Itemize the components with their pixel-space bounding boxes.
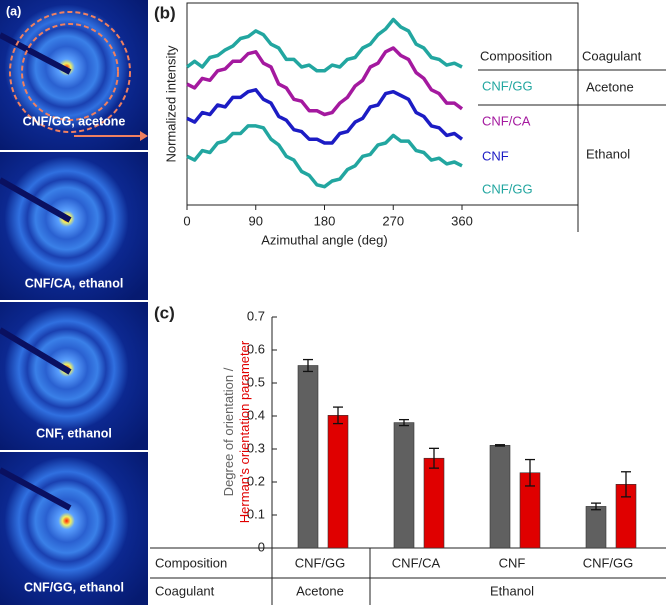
- x-tick-label: CNF: [499, 555, 526, 570]
- beam-stop: [0, 177, 72, 223]
- data-line: [186, 46, 464, 117]
- ring-marker: [9, 11, 131, 133]
- frame: [186, 2, 579, 206]
- y-tick-label: 0.5: [247, 374, 265, 389]
- x-tick-label: 90: [249, 213, 263, 228]
- y-tick-label: 0.3: [247, 440, 265, 455]
- table-row-label: Composition: [155, 555, 227, 570]
- image-panel: (a) CNF/GG, acetone CNF/CA, ethanol CNF,…: [0, 0, 148, 605]
- image-caption: CNF/GG, acetone: [23, 114, 126, 128]
- y-axis-label: Degree of orientation /Herman's orientat…: [221, 340, 252, 523]
- table-row-label: Coagulant: [155, 583, 215, 598]
- beam-stop: [0, 32, 72, 75]
- ring-marker: [21, 23, 119, 121]
- x-axis-label: Azimuthal angle (deg): [261, 232, 387, 247]
- image-caption: CNF, ethanol: [36, 426, 112, 440]
- data-line: [186, 88, 464, 145]
- legend-label: CNF: [482, 148, 509, 163]
- panel-label: (b): [154, 3, 176, 22]
- y-tick-label: 0.4: [247, 407, 265, 422]
- x-tick-label: 0: [183, 213, 190, 228]
- error-bar: [495, 444, 505, 447]
- bar: [489, 445, 511, 549]
- table-cell: Ethanol: [586, 146, 630, 161]
- legend-label: CNF/CA: [482, 113, 531, 128]
- error-bar: [621, 471, 631, 498]
- x-tick-label: CNF/CA: [392, 555, 441, 570]
- x-tick-label: 180: [314, 213, 336, 228]
- x-tick-label: CNF/GG: [583, 555, 634, 570]
- y-axis-label-part: Herman's orientation parameter: [237, 340, 252, 523]
- panel-label: (a): [6, 4, 21, 18]
- error-bar: [333, 406, 343, 425]
- x-tick-label: 270: [382, 213, 404, 228]
- arrow-head: [140, 131, 148, 141]
- y-tick-label: 0.6: [247, 341, 265, 356]
- image-caption: CNF/CA, ethanol: [25, 276, 124, 290]
- legend-label: CNF/GG: [482, 181, 533, 196]
- data-line: [186, 124, 463, 189]
- y-tick-label: 0.2: [247, 473, 265, 488]
- y-axis-label-part: Degree of orientation /: [221, 367, 236, 496]
- table-cell: Acetone: [296, 583, 344, 598]
- table-header: Composition: [480, 48, 552, 63]
- table-cell: Acetone: [586, 79, 634, 94]
- beam-stop: [0, 327, 72, 375]
- diffraction-image: [0, 302, 148, 450]
- beam-stop: [0, 467, 72, 511]
- data-line: [185, 17, 463, 73]
- bar: [327, 415, 349, 549]
- legend-label: CNF/GG: [482, 78, 533, 93]
- panel-label: (c): [154, 303, 175, 322]
- diffraction-image: [0, 152, 148, 300]
- y-axis-label: Normalized intensity: [163, 45, 178, 163]
- error-bar: [303, 358, 313, 373]
- x-tick-label: 360: [451, 213, 473, 228]
- y-tick-label: 0: [258, 539, 265, 554]
- error-bar: [429, 447, 439, 469]
- bar: [297, 365, 319, 549]
- x-tick-label: CNF/GG: [295, 555, 346, 570]
- bar: [423, 457, 445, 549]
- y-tick-label: 0.7: [247, 308, 265, 323]
- bar: [585, 506, 607, 549]
- table-cell: Ethanol: [490, 583, 534, 598]
- diffraction-image: [0, 452, 148, 605]
- error-bar: [591, 502, 601, 511]
- bar: [393, 422, 415, 549]
- diffraction-image: [0, 0, 148, 150]
- image-caption: CNF/GG, ethanol: [24, 580, 124, 594]
- error-bar: [525, 458, 535, 487]
- y-tick-label: 0.1: [247, 506, 265, 521]
- table-header: Coagulant: [582, 48, 642, 63]
- error-bar: [399, 418, 409, 427]
